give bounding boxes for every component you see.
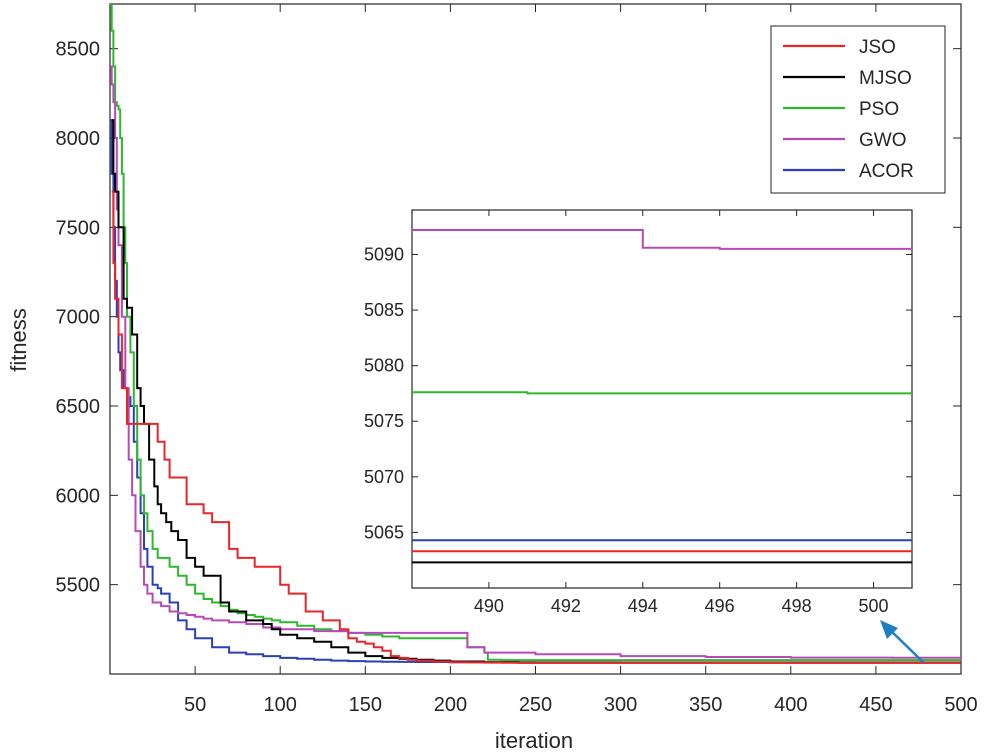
x-tick-label: 450	[859, 694, 892, 716]
inset-y-tick-label: 5085	[364, 300, 404, 320]
y-tick-label: 6000	[56, 485, 101, 507]
x-tick-label: 200	[434, 694, 467, 716]
series-line-jso	[111, 190, 961, 664]
y-tick-label: 7000	[56, 307, 101, 329]
inset-series-line-gwo	[412, 229, 912, 250]
inset-x-tick-label: 500	[859, 596, 889, 616]
x-tick-label: 150	[349, 694, 382, 716]
legend-label-mjso: MJSO	[859, 68, 912, 89]
legend-label-gwo: GWO	[859, 130, 907, 151]
inset-frame	[411, 209, 913, 589]
y-axis-label: fitness	[6, 308, 31, 372]
inset-y-tick-label: 5075	[364, 411, 404, 431]
inset-x-tick-label: 498	[782, 596, 812, 616]
x-tick-label: 350	[689, 694, 722, 716]
y-tick-label: 8500	[56, 39, 101, 61]
main-plot-area	[110, 4, 961, 664]
y-tick-label: 7500	[56, 217, 101, 239]
x-tick-label: 50	[184, 694, 206, 716]
arrow-icon	[880, 620, 924, 663]
legend-label-acor: ACOR	[859, 161, 914, 182]
arrow-head	[880, 620, 898, 639]
legend-label-pso: PSO	[859, 99, 899, 120]
inset-y-tick-label: 5065	[364, 522, 404, 542]
inset-series-line-pso	[412, 391, 912, 395]
x-tick-label: 500	[944, 694, 977, 716]
x-tick-label: 400	[774, 694, 807, 716]
legend-label-jso: JSO	[859, 37, 896, 58]
x-tick-label: 100	[264, 694, 297, 716]
inset-x-tick-label: 494	[628, 596, 658, 616]
inset-y-tick-label: 5090	[364, 244, 404, 264]
inset-x-tick-label: 490	[474, 596, 504, 616]
inset-y-tick-label: 5070	[364, 467, 404, 487]
x-tick-label: 250	[519, 694, 552, 716]
x-tick-label: 300	[604, 694, 637, 716]
x-axis-label: iteration	[495, 728, 573, 753]
inset-x-tick-label: 496	[705, 596, 735, 616]
main-tick-labels: 50 100 150 200 250 300 350 400 450 500 5500 6000 650…	[56, 39, 978, 716]
series-line-gwo	[110, 65, 961, 659]
y-tick-label: 8000	[56, 128, 101, 150]
y-tick-label: 5500	[56, 575, 101, 597]
inset-y-tick-label: 5080	[364, 356, 404, 376]
legend: JSO MJSO PSO GWO ACOR	[770, 25, 946, 194]
y-tick-label: 6500	[56, 396, 101, 418]
legend-box	[770, 25, 946, 194]
series-line-mjso	[111, 119, 961, 664]
zoom-inset: 490 492 494 496 498 500 5065 5070 5075 5080 5085 50…	[364, 209, 913, 616]
inset-x-tick-label: 492	[551, 596, 581, 616]
